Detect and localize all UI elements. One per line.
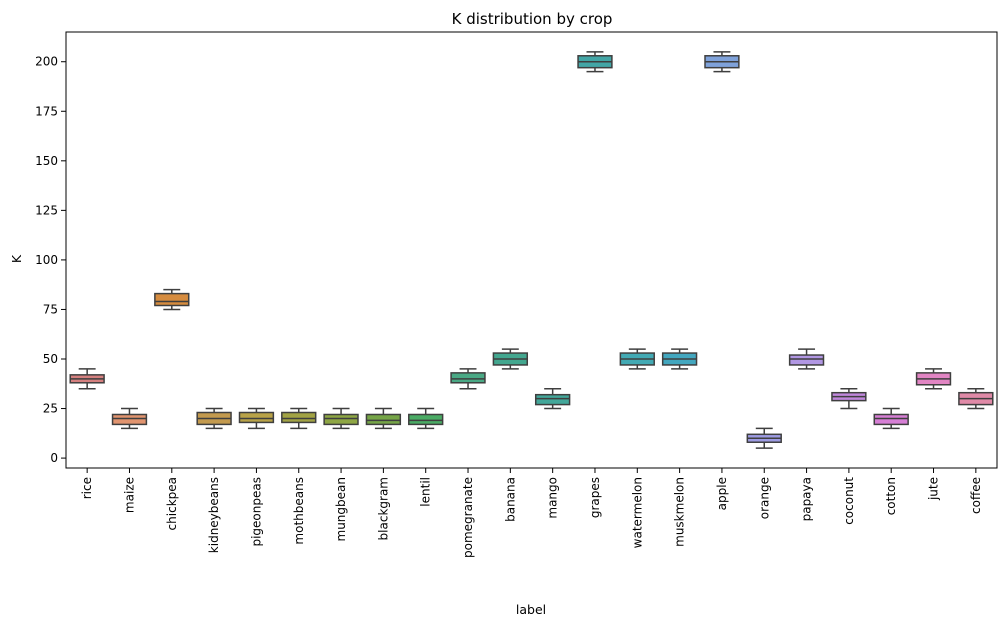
x-tick-label: papaya xyxy=(800,477,814,521)
x-axis: rice maize chickpea kidneybeans pigeonpeas mo… xyxy=(80,468,983,558)
x-tick-label: cotton xyxy=(884,477,898,515)
box-coconut xyxy=(831,387,867,410)
box-mungbean xyxy=(323,407,359,430)
box-series xyxy=(69,51,994,449)
box-jute xyxy=(915,368,952,390)
box-pomegranate xyxy=(450,368,486,390)
y-tick-label: 175 xyxy=(35,104,58,118)
x-tick-label: banana xyxy=(503,477,517,522)
box-mango xyxy=(534,387,571,410)
y-tick-label: 50 xyxy=(43,352,58,366)
y-tick-label: 25 xyxy=(43,402,58,416)
box-orange xyxy=(746,427,782,449)
box-body xyxy=(111,413,148,426)
box-body xyxy=(788,354,825,366)
x-tick-label: pomegranate xyxy=(461,477,475,558)
box-pigeonpeas xyxy=(238,407,275,430)
y-tick-label: 125 xyxy=(35,203,58,217)
box-body xyxy=(154,292,190,307)
box-kidneybeans xyxy=(196,407,232,430)
x-tick-label: grapes xyxy=(588,477,602,518)
box-rice xyxy=(69,368,105,390)
x-tick-label: watermelon xyxy=(630,477,644,548)
x-tick-label: lentil xyxy=(419,477,433,507)
x-tick-label: mango xyxy=(546,477,560,519)
x-tick-label: jute xyxy=(927,477,941,501)
x-tick-label: muskmelon xyxy=(673,477,687,547)
x-tick-label: blackgram xyxy=(376,477,390,540)
y-tick-label: 150 xyxy=(35,154,58,168)
x-tick-label: coffee xyxy=(969,477,983,514)
box-coffee xyxy=(958,387,994,410)
box-maize xyxy=(111,407,148,430)
box-papaya xyxy=(788,348,825,370)
box-body xyxy=(238,411,275,424)
box-body xyxy=(281,411,317,424)
box-chickpea xyxy=(154,288,190,311)
x-tick-label: pigeonpeas xyxy=(249,477,263,547)
box-body xyxy=(408,413,444,426)
box-blackgram xyxy=(365,407,402,430)
x-tick-label: kidneybeans xyxy=(207,477,221,553)
y-tick-label: 200 xyxy=(35,55,58,69)
box-body xyxy=(534,393,571,406)
box-grapes xyxy=(577,51,613,73)
box-muskmelon xyxy=(661,348,698,370)
chart-title: K distribution by crop xyxy=(452,10,613,28)
box-body xyxy=(450,372,486,384)
box-apple xyxy=(704,51,740,73)
x-tick-label: chickpea xyxy=(165,477,179,530)
y-axis-label: K xyxy=(9,254,24,263)
x-tick-label: mothbeans xyxy=(292,477,306,545)
box-watermelon xyxy=(619,348,655,370)
y-tick-label: 75 xyxy=(43,302,58,316)
x-axis-label: label xyxy=(516,602,546,617)
box-body xyxy=(323,413,359,426)
box-lentil xyxy=(408,407,444,430)
box-body xyxy=(873,413,909,426)
y-tick-label: 100 xyxy=(35,253,58,267)
x-tick-label: coconut xyxy=(842,477,856,525)
plot-area xyxy=(65,31,998,469)
box-cotton xyxy=(873,407,909,430)
box-mothbeans xyxy=(281,407,317,430)
box-body xyxy=(365,413,402,426)
y-axis: 0 25 50 75 100 125 150 175 200 xyxy=(35,55,66,465)
x-tick-label: maize xyxy=(122,477,136,513)
box-banana xyxy=(492,348,529,370)
x-tick-label: mungbean xyxy=(334,477,348,541)
y-tick-label: 0 xyxy=(50,451,58,465)
x-tick-label: orange xyxy=(757,477,771,519)
x-tick-label: apple xyxy=(715,477,729,510)
x-tick-label: rice xyxy=(80,477,94,499)
